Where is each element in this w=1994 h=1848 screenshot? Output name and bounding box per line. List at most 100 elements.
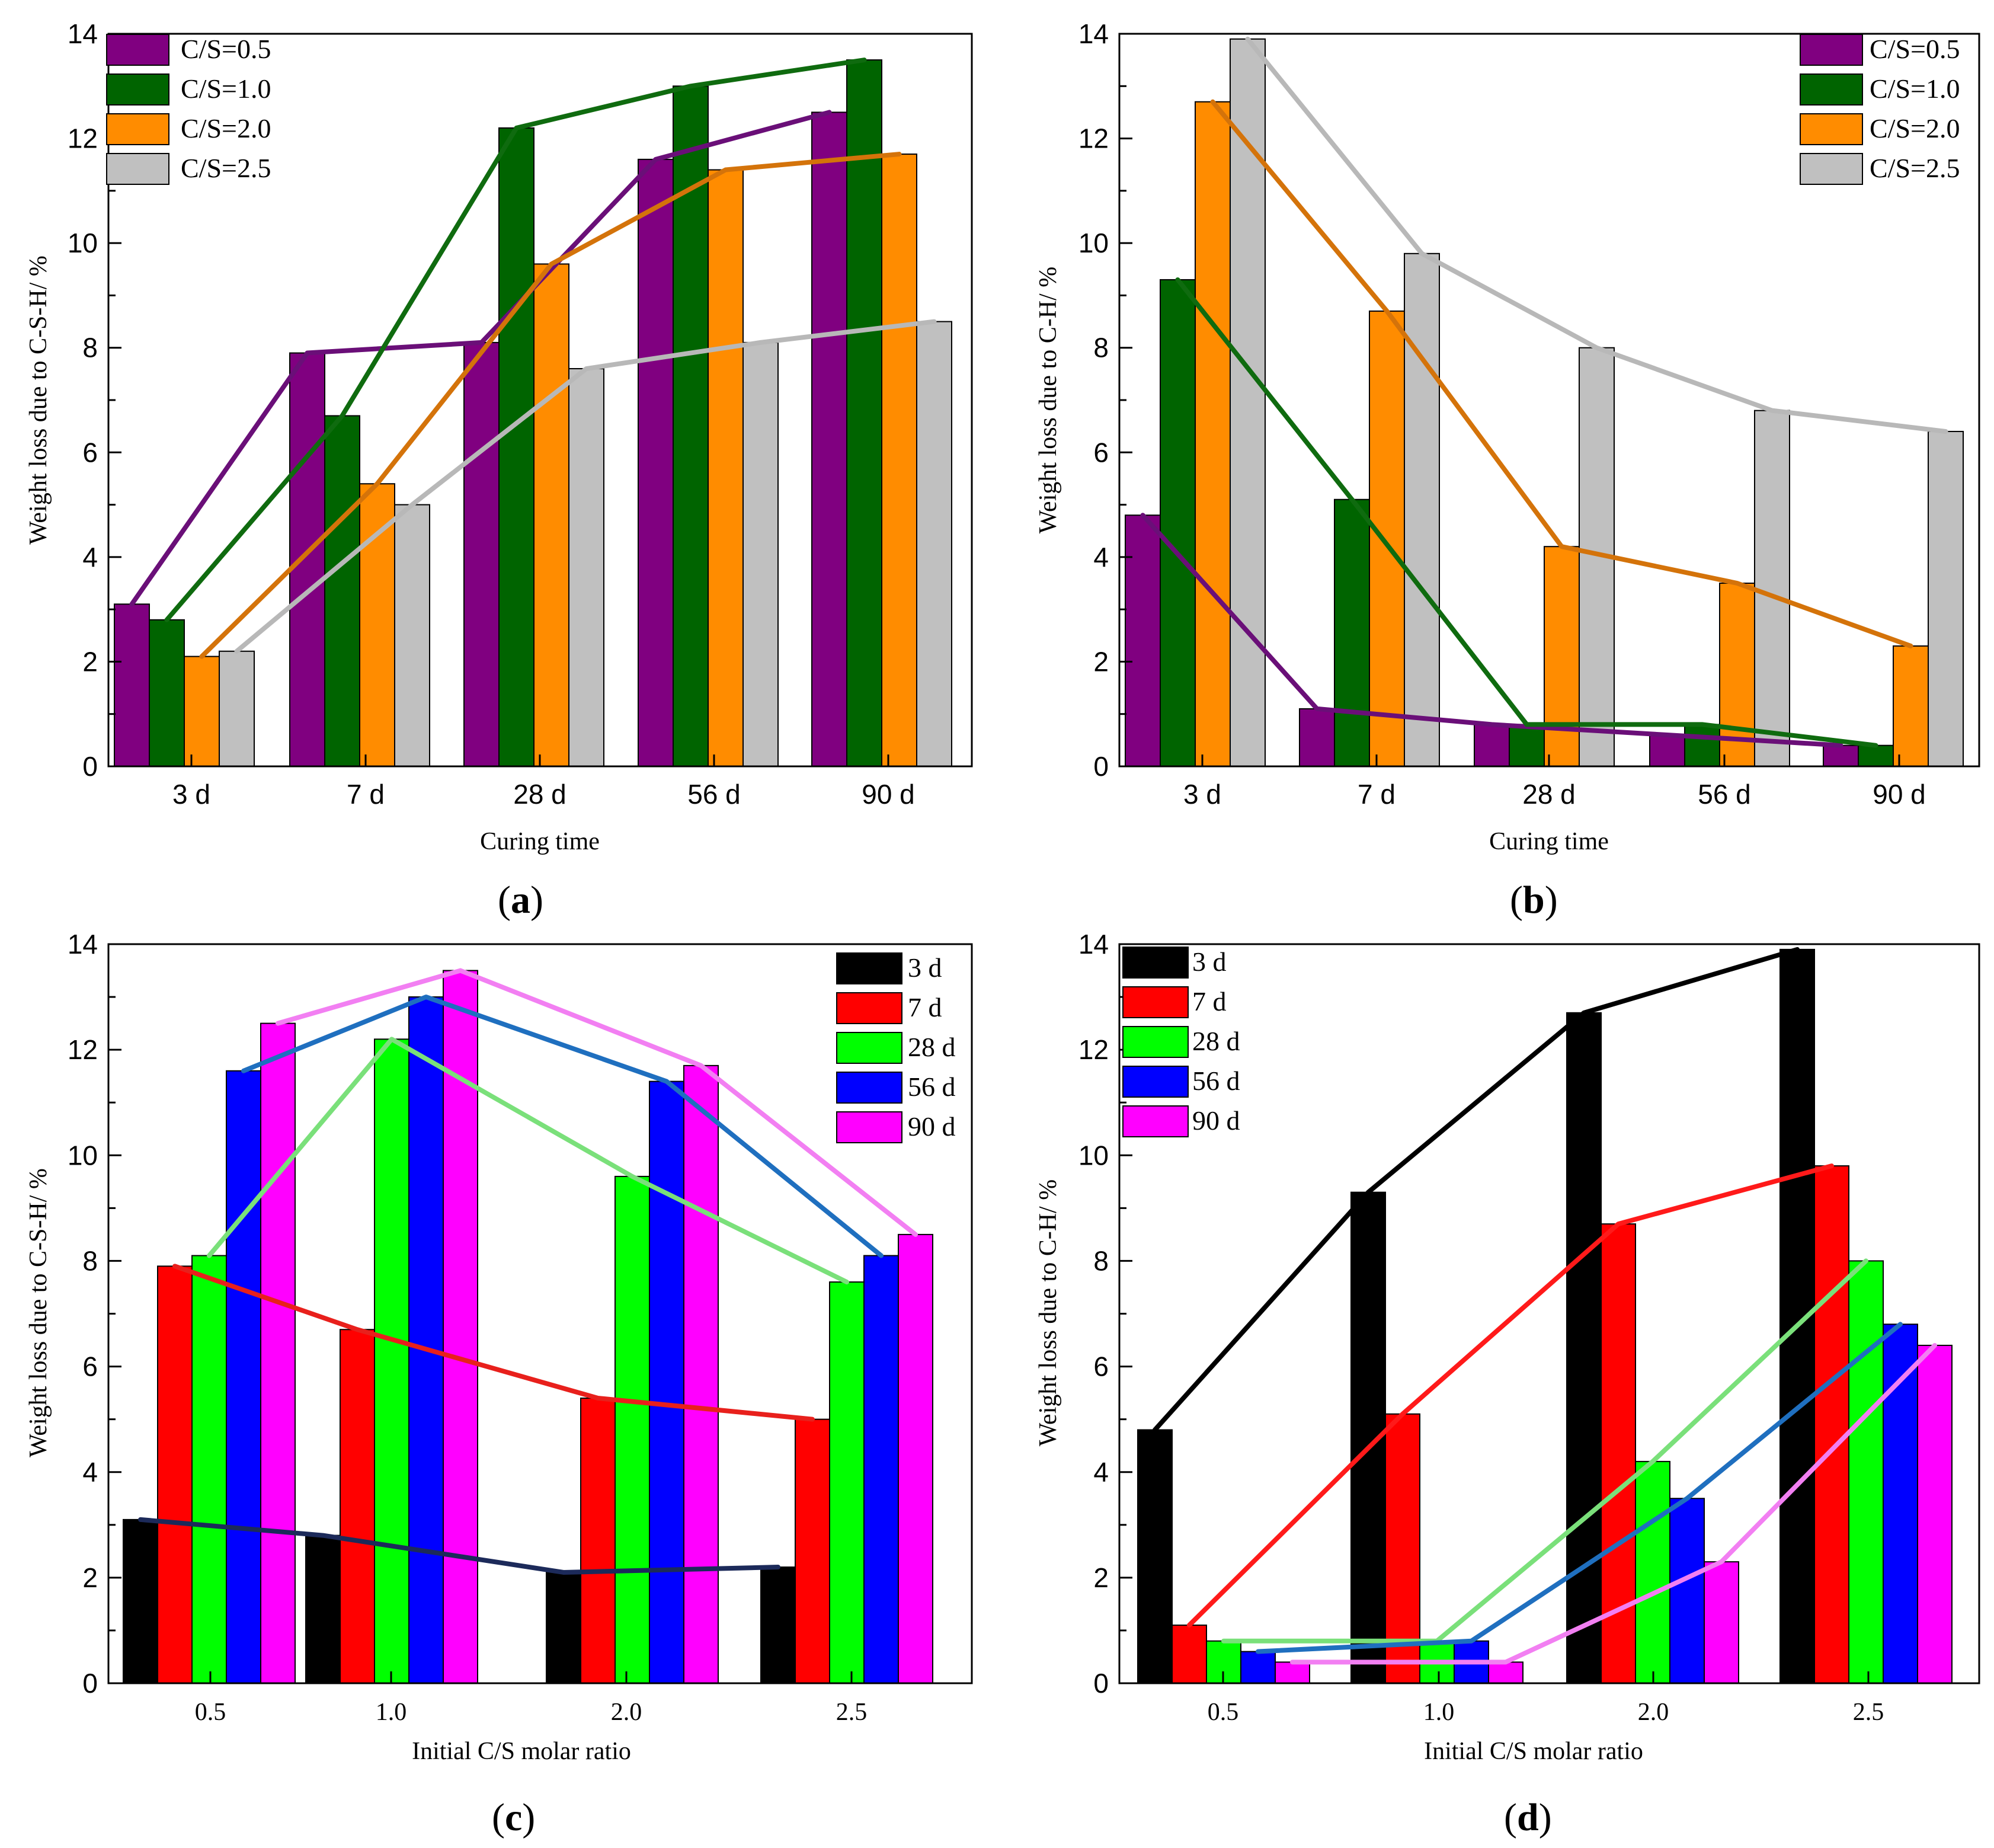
trend-line-b-c-s-2-5	[1245, 36, 1948, 434]
chart-panel-d: 0 2 4 6 8 10 12 14 0.5 1.0 2.0 2.5 Initial C/S molar…	[1035, 929, 1980, 1839]
legend-swatch	[836, 1111, 902, 1143]
legend-swatch	[1800, 34, 1863, 66]
bar-c-3-d-2	[546, 1571, 581, 1684]
y-tick-label: 4	[1093, 1457, 1109, 1488]
y-tick-label: 10	[1078, 228, 1109, 258]
bar-c-7-d-0	[157, 1265, 193, 1684]
bar-b-c-s-1-0-4	[1858, 744, 1894, 767]
y-axis-title: Weight loss due to C-H/ %	[1035, 267, 1062, 533]
bar-c-90-d-3	[898, 1233, 933, 1684]
x-category-label: 56 d	[687, 779, 741, 810]
y-tick-label: 6	[82, 1351, 98, 1382]
legend-label: C/S=1.0	[1870, 73, 1960, 104]
bar-a-c-s-2-5-4	[916, 321, 952, 767]
y-tick-label: 14	[1078, 929, 1109, 960]
y-tick-label: 14	[68, 929, 98, 960]
x-category-label: 56 d	[1698, 779, 1751, 810]
y-tick-label: 10	[68, 1140, 98, 1171]
bar-d-28-d-3	[1848, 1260, 1884, 1684]
y-tick-label: 12	[68, 1034, 98, 1065]
panel-letter: a	[511, 878, 530, 922]
y-axis-title: Weight loss due to C-S-H/ %	[25, 1168, 52, 1457]
y-tick-label: 8	[82, 1245, 98, 1276]
y-tick-label: 2	[82, 1562, 98, 1593]
bar-a-c-s-0-5-1	[289, 352, 325, 767]
panel-label-c: (c)	[492, 1796, 535, 1839]
y-tick-label: 12	[1078, 1034, 1109, 1065]
panel-paren-close: )	[1539, 1796, 1552, 1839]
bar-c-7-d-1	[340, 1329, 375, 1684]
legend-swatch	[106, 73, 169, 105]
legend-swatch	[1800, 153, 1863, 185]
bar-b-c-s-1-0-0	[1160, 279, 1196, 767]
y-tick-label: 10	[1078, 1140, 1109, 1171]
panel-letter: c	[505, 1796, 522, 1839]
bar-d-90-d-1	[1488, 1661, 1523, 1684]
legend-swatch	[1122, 1066, 1189, 1098]
bar-d-3-d-0	[1137, 1429, 1173, 1684]
x-category-label: 1.0	[376, 1699, 407, 1726]
bar-c-3-d-1	[305, 1534, 341, 1684]
panel-paren-open: (	[1510, 878, 1523, 922]
legend-label: 56 d	[1192, 1066, 1240, 1096]
y-tick-label: 4	[82, 1457, 98, 1488]
legend-swatch	[1800, 73, 1863, 105]
y-tick-label: 12	[68, 123, 98, 154]
x-category-label: 28 d	[513, 779, 566, 810]
legend-label: C/S=2.0	[181, 113, 271, 143]
x-category-label: 1.0	[1423, 1699, 1455, 1726]
bar-b-c-s-2-0-0	[1195, 101, 1231, 767]
bar-b-c-s-1-0-3	[1684, 724, 1720, 768]
chart-panel-a: 0 2 4 6 8 10 12 14 3 d 7 d 28 d 56 d 90 d Curing time…	[25, 18, 973, 922]
legend-label: 3 d	[1192, 947, 1227, 977]
bar-c-56-d-1	[408, 996, 444, 1684]
y-tick-label: 12	[1078, 123, 1109, 154]
y-tick-label: 4	[1093, 542, 1109, 573]
x-axis-title: Curing time	[480, 828, 600, 855]
panel-letter: d	[1517, 1796, 1539, 1839]
bar-a-c-s-0-5-0	[114, 603, 150, 767]
x-category-label: 7 d	[1358, 779, 1396, 810]
panel-label-a: (a)	[498, 878, 543, 922]
trend-line-a-c-s-1-0	[164, 57, 867, 622]
y-tick-label: 8	[1093, 332, 1109, 363]
legend-swatch	[836, 992, 902, 1024]
bar-c-56-d-0	[226, 1070, 261, 1684]
legend-label: 90 d	[908, 1111, 956, 1142]
bar-d-90-d-2	[1704, 1561, 1739, 1684]
legend-swatch	[836, 1032, 902, 1064]
bar-a-c-s-2-0-2	[533, 263, 569, 767]
bar-b-c-s-0-5-3	[1649, 734, 1685, 767]
bar-b-c-s-2-5-4	[1928, 430, 1964, 767]
bar-c-3-d-0	[123, 1518, 158, 1684]
trend-line-d-90-d	[1290, 1342, 1937, 1665]
x-category-label: 3 d	[1183, 779, 1221, 810]
bar-a-c-s-2-5-1	[394, 504, 430, 767]
trend-line-d-3-d	[1153, 947, 1800, 1433]
legend-label: 28 d	[1192, 1026, 1240, 1056]
bar-a-c-s-1-0-4	[846, 59, 882, 768]
bar-c-7-d-2	[580, 1398, 616, 1684]
bar-d-7-d-1	[1385, 1413, 1420, 1684]
trend-line-a-c-s-2-5	[234, 319, 937, 654]
bar-a-c-s-2-5-0	[219, 650, 255, 768]
bar-b-c-s-0-5-1	[1299, 708, 1335, 768]
y-tick-label: 8	[1093, 1245, 1109, 1276]
bar-b-c-s-1-0-2	[1509, 724, 1545, 768]
y-tick-label: 8	[82, 332, 98, 363]
bar-a-c-s-0-5-2	[463, 341, 500, 767]
bar-c-28-d-0	[191, 1255, 227, 1684]
x-category-label: 90 d	[862, 779, 915, 810]
x-category-label: 7 d	[347, 779, 385, 810]
y-tick-label: 0	[1093, 1668, 1109, 1699]
bar-b-c-s-2-0-1	[1369, 310, 1405, 767]
y-tick-label: 6	[82, 437, 98, 468]
bar-a-c-s-1-0-2	[498, 127, 534, 767]
panel-label-b: (b)	[1510, 878, 1558, 922]
bar-a-c-s-0-5-4	[811, 111, 847, 767]
x-category-label: 0.5	[195, 1699, 226, 1726]
x-axis-title: Initial C/S molar ratio	[1424, 1738, 1643, 1765]
legend-label: 90 d	[1192, 1105, 1240, 1136]
trend-line-c-28-d	[207, 1037, 849, 1285]
